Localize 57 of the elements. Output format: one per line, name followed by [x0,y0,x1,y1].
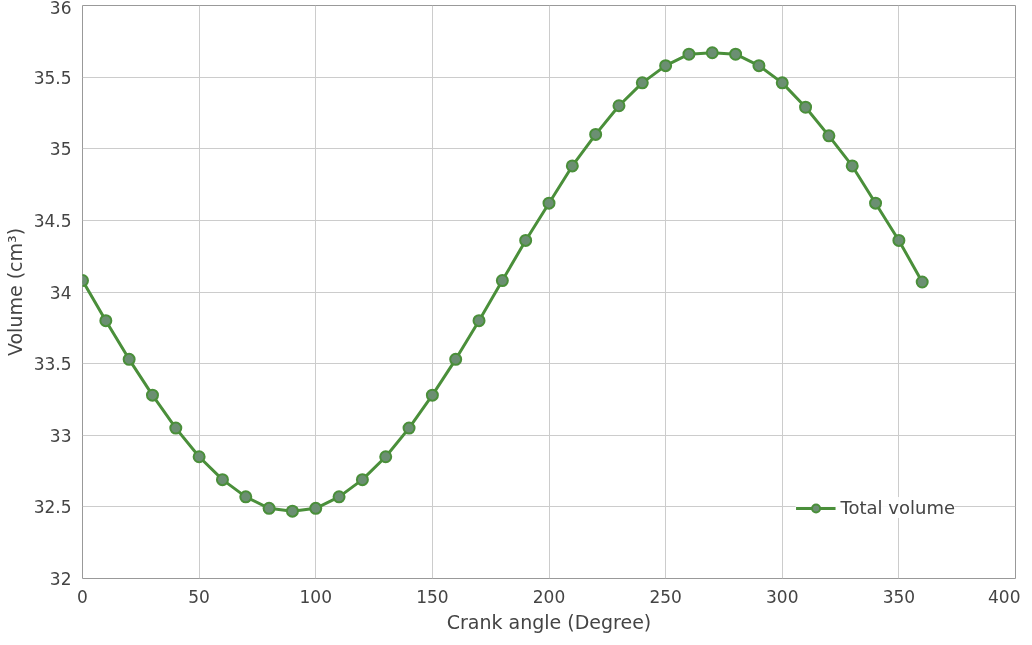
point [705,46,719,60]
point [379,450,393,464]
point [565,159,579,173]
point [635,76,649,90]
legend-label: Total volume [840,497,955,518]
x-tick-label: 400 [988,586,1021,607]
y-tick-label: 34.5 [33,210,72,231]
y-axis-title: Volume (cm³) [3,227,26,357]
point [169,421,183,435]
x-tick-label: 250 [649,586,682,607]
point [589,127,603,141]
point [495,274,509,288]
point [449,352,463,366]
point [822,129,836,143]
x-tick-label: 150 [416,586,449,607]
x-tick-label: 350 [882,586,916,607]
point [355,473,369,487]
y-tick-label: 32 [49,569,72,589]
y-tick-label: 35 [49,139,72,160]
point [309,501,323,515]
point [799,100,813,114]
point [425,388,439,402]
y-tick-label: 32.5 [33,497,72,518]
point [892,233,906,247]
point [145,388,159,402]
x-tick-label: 100 [299,586,332,607]
x-tick-label: 50 [188,586,210,607]
point [239,490,253,504]
y-tick-label: 33.5 [33,354,72,375]
point [519,233,533,247]
point [262,501,276,515]
point [215,473,229,487]
point [659,59,673,73]
point [542,196,556,210]
x-tick-label: 300 [766,586,799,607]
point [775,76,789,90]
point [612,99,626,113]
y-tick-label: 34 [49,282,72,303]
y-tick-label: 36 [49,0,72,18]
point [402,421,416,435]
x-tick-label: 200 [532,586,566,607]
point [915,275,929,289]
x-axis-title: Crank angle (Degree) [446,610,652,633]
x-tick-label: 0 [77,586,88,607]
point [192,450,206,464]
point [332,490,346,504]
point [472,314,486,328]
point [869,196,883,210]
point [682,47,696,61]
point [285,504,299,518]
y-tick-label: 35.5 [33,67,72,88]
point [122,352,136,366]
point [729,47,743,61]
y-tick-label: 33 [49,425,72,446]
point [752,59,766,73]
point [845,159,859,173]
point [99,314,113,328]
